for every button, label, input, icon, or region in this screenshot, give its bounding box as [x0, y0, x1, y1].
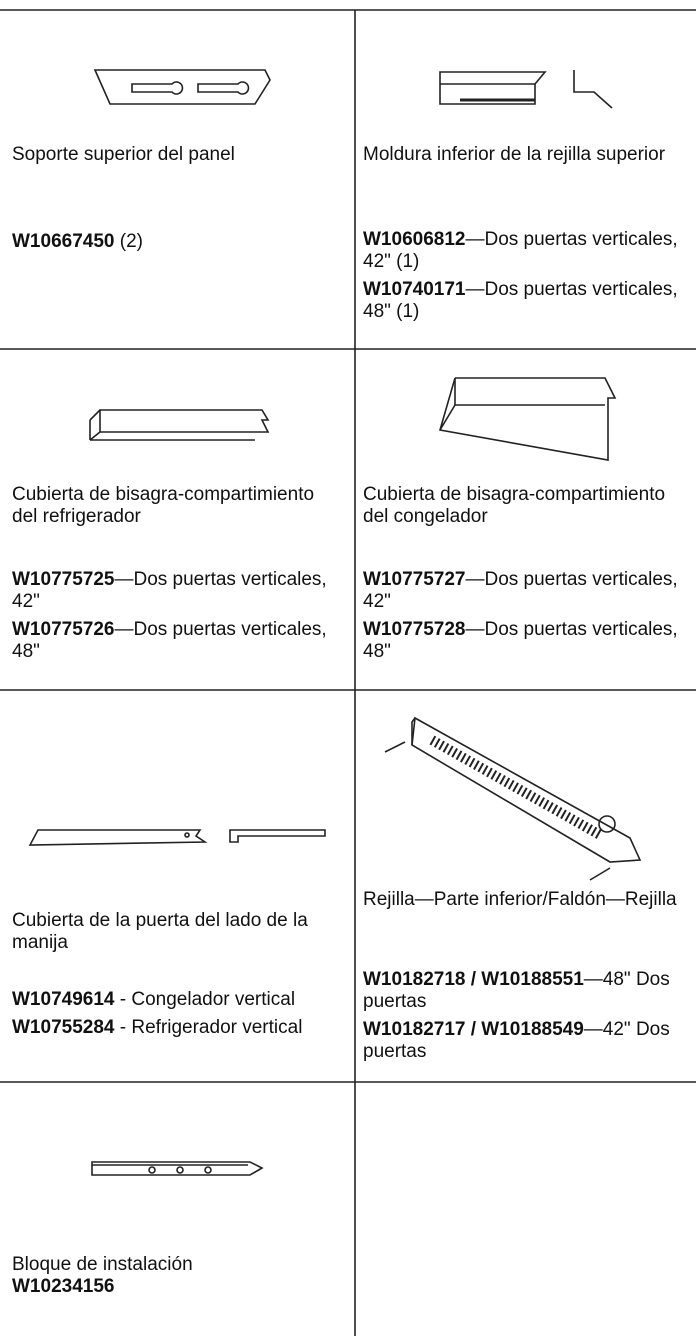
part-number: W10740171—Dos puertas verticales, 48" (1… — [363, 279, 693, 323]
part-description: —Dos puertas verticales, 42" (1) — [363, 229, 678, 272]
part-number: W10775725—Dos puertas verticales, 42" — [12, 569, 342, 613]
part-name: Cubierta de la puerta del lado de la man… — [12, 910, 308, 953]
part-description: —42" Dos puertas — [363, 1019, 670, 1062]
part-description: —48" Dos puertas — [363, 969, 670, 1012]
hinge-cover-art — [89, 409, 270, 441]
part-list: W10182718 / W10188551—48" Dos puertas W10… — [363, 969, 693, 1069]
part-number: W10182717 / W10188549—42" Dos puertas — [363, 1019, 693, 1063]
hinge-cover-art — [438, 377, 617, 461]
door-cover-art — [28, 829, 326, 846]
part-number: W10606812—Dos puertas verticales, 42" (1… — [363, 229, 693, 273]
molding-art — [439, 70, 613, 109]
part-code: W10775728 — [363, 619, 466, 640]
part-list: W10775727—Dos puertas verticales, 42" W10… — [363, 569, 693, 669]
part-description: —Dos puertas verticales, 48" — [363, 619, 678, 662]
part-number: W10775726—Dos puertas verticales, 48" — [12, 619, 342, 663]
part-code: W10749614 — [12, 989, 115, 1010]
part-list: W10667450 (2) — [12, 231, 342, 259]
part-code: W10667450 — [12, 231, 115, 252]
part-name: Moldura inferior de la rejilla superior — [363, 144, 666, 165]
part-number: W10234156 — [12, 1276, 342, 1298]
part-number: W10182718 / W10188551—48" Dos puertas — [363, 969, 693, 1013]
part-name: Cubierta de bisagra-compartimiento del r… — [12, 484, 315, 527]
part-code: W10182717 / W10188549 — [363, 1019, 584, 1040]
part-description: —Dos puertas verticales, 42" — [12, 569, 327, 612]
part-description: - Refrigerador vertical — [114, 1017, 303, 1038]
part-name: Rejilla—Parte inferior/Faldón—Rejilla — [363, 889, 677, 910]
part-name: Cubierta de bisagra-compartimiento del c… — [363, 484, 666, 527]
part-name: Bloque de instalación W10234156 — [12, 1254, 342, 1304]
part-description: —Dos puertas verticales, 48" (1) — [363, 279, 678, 322]
part-code: W10234156 — [12, 1276, 115, 1297]
grille-art — [384, 716, 642, 881]
part-list: W10606812—Dos puertas verticales, 42" (1… — [363, 229, 693, 329]
part-number: W10667450 (2) — [12, 231, 342, 253]
part-code: W10775727 — [363, 569, 466, 590]
part-code: W10775726 — [12, 619, 115, 640]
part-number: W10775728—Dos puertas verticales, 48" — [363, 619, 693, 663]
part-description: (2) — [114, 231, 143, 252]
part-code: W10606812 — [363, 229, 466, 250]
part-code: W10740171 — [363, 279, 466, 300]
part-code: W10775725 — [12, 569, 115, 590]
part-code: W10182718 / W10188551 — [363, 969, 584, 990]
install-block-art — [91, 1161, 264, 1176]
part-description: - Congelador vertical — [114, 989, 296, 1010]
part-list: W10775725—Dos puertas verticales, 42" W10… — [12, 569, 342, 669]
part-number: W10775727—Dos puertas verticales, 42" — [363, 569, 693, 613]
part-name: Soporte superior del panel — [12, 144, 235, 165]
part-description: —Dos puertas verticales, 42" — [363, 569, 678, 612]
part-number: W10755284 - Refrigerador vertical — [12, 1017, 342, 1039]
part-list: W10234156 — [12, 1276, 342, 1298]
part-code: W10755284 — [12, 1017, 115, 1038]
part-list: W10749614 - Congelador vertical W10755284… — [12, 989, 342, 1045]
bracket-art — [93, 69, 271, 105]
part-description: —Dos puertas verticales, 48" — [12, 619, 327, 662]
part-number: W10749614 - Congelador vertical — [12, 989, 342, 1011]
